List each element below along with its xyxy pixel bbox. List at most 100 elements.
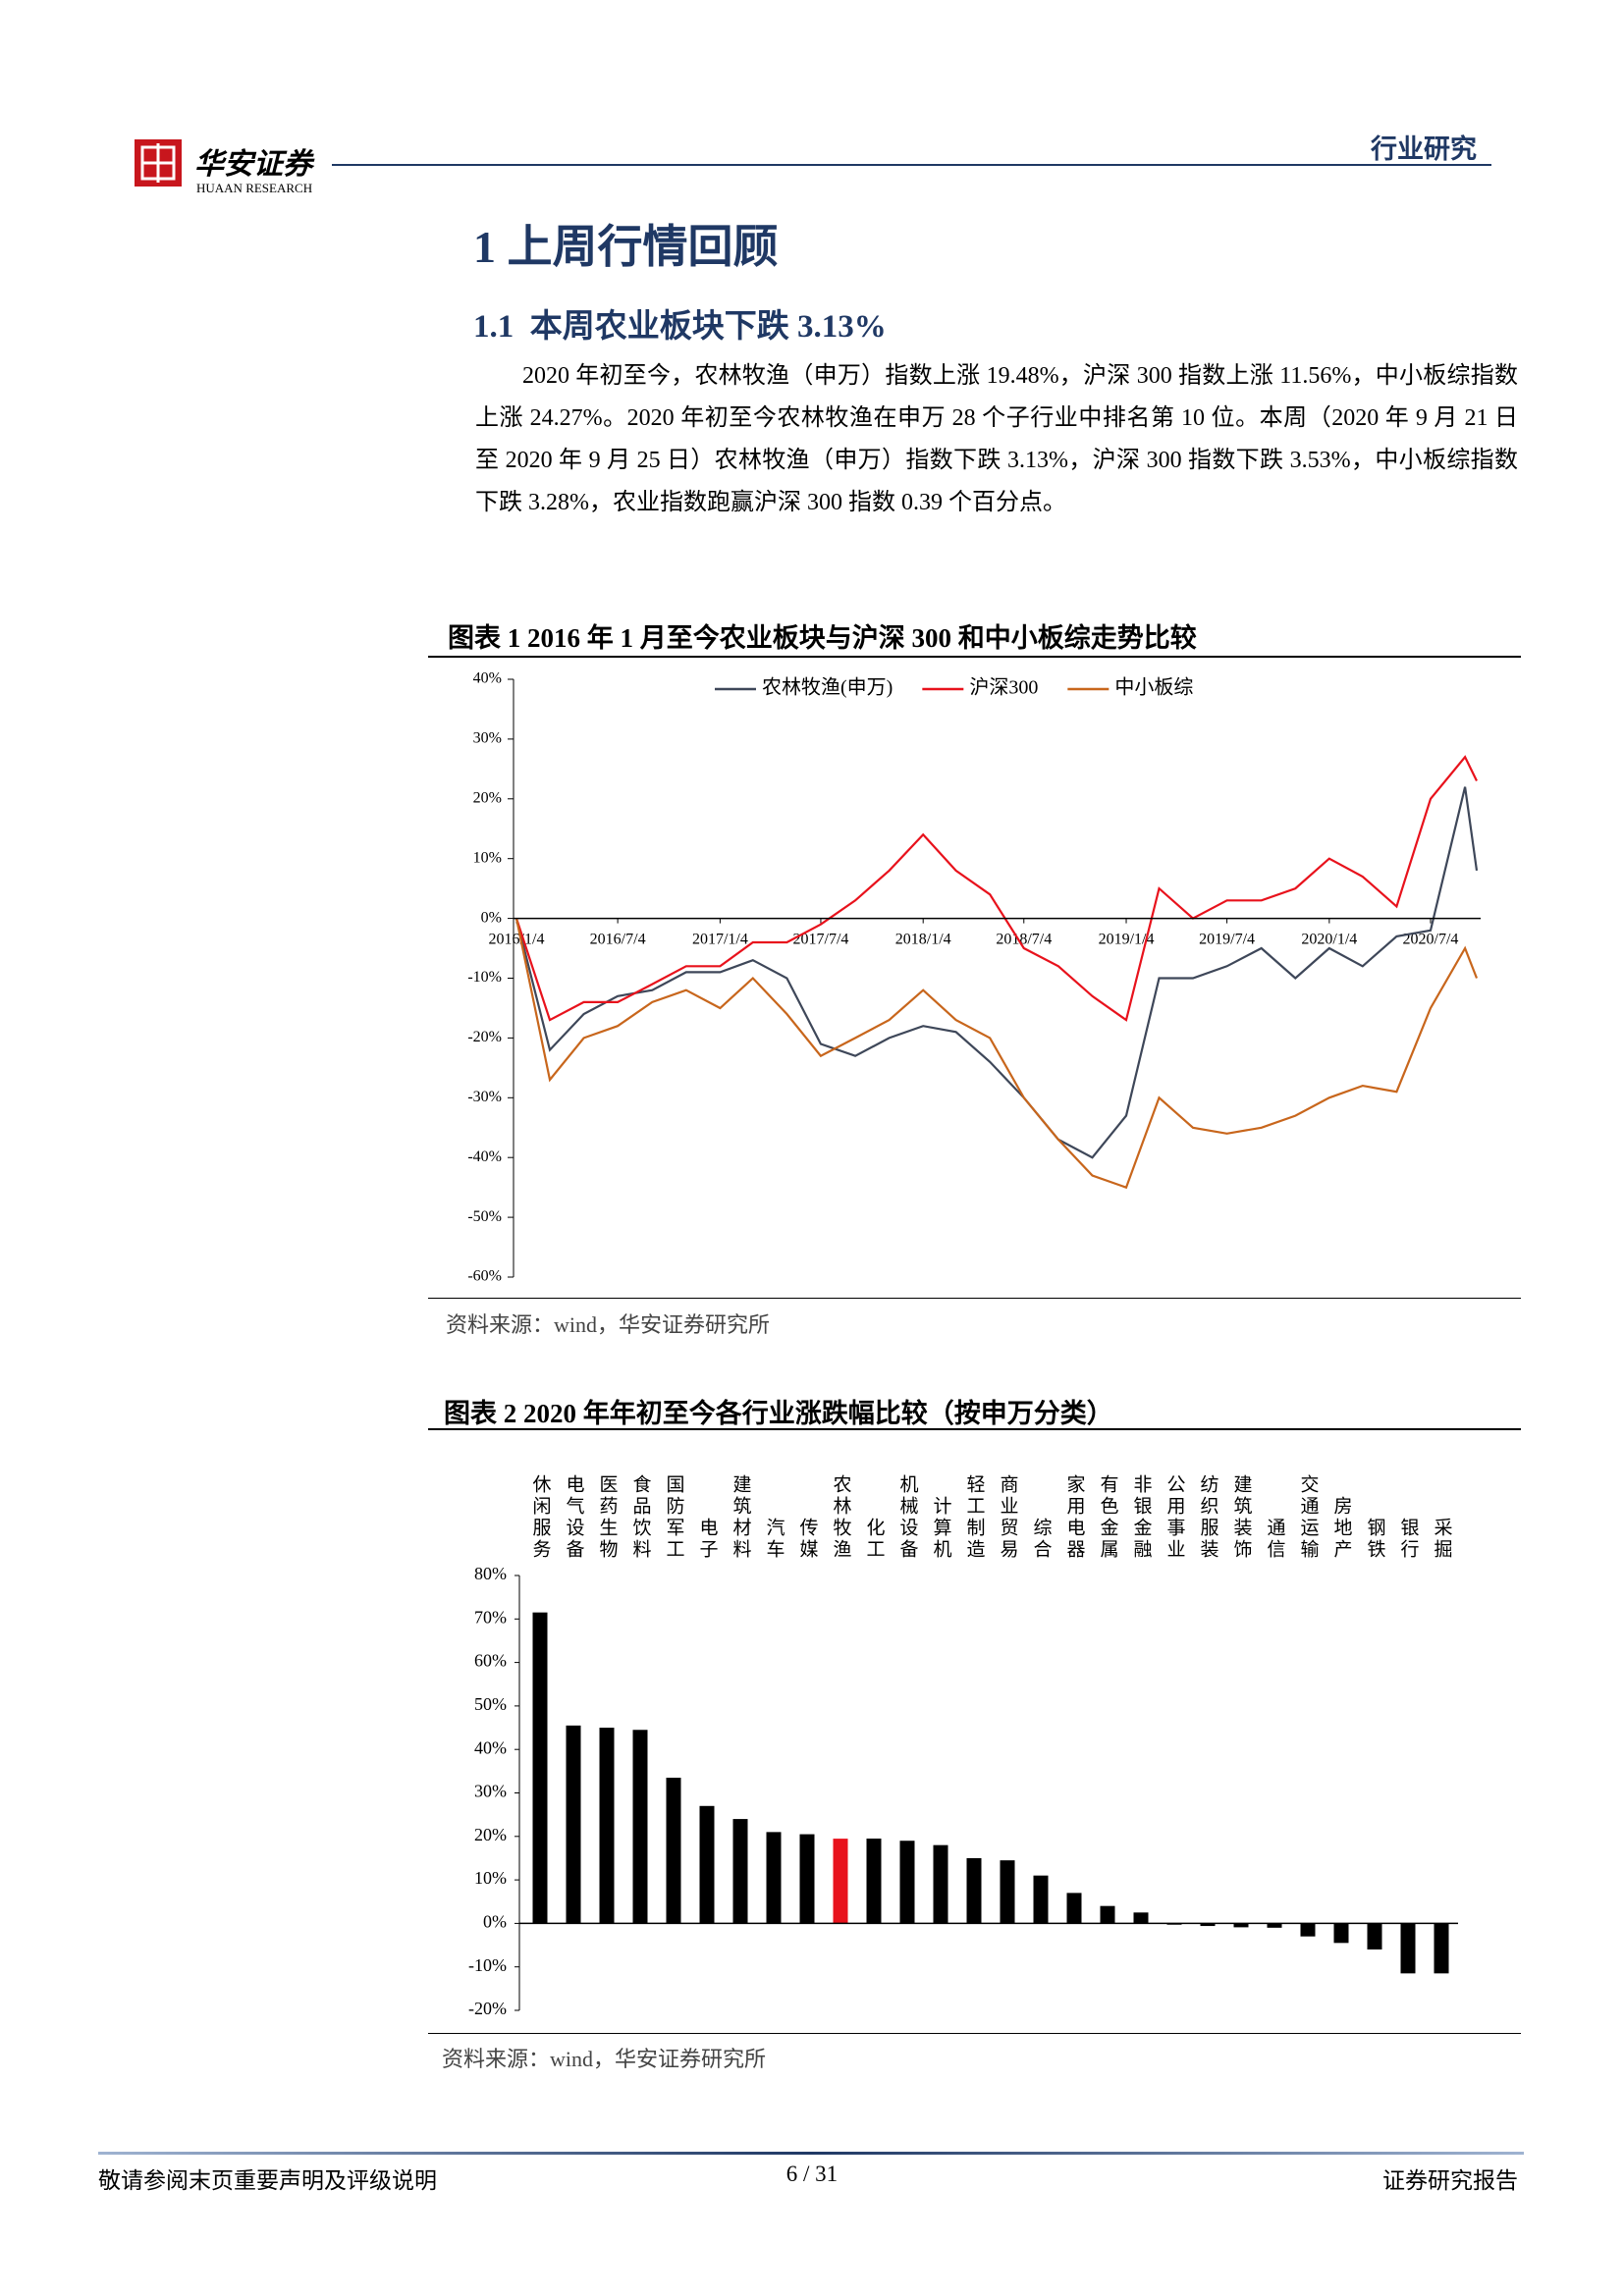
bar-chart: -20% -10% 0% 10% 20% 30% 40% 50% 60% 70% 80% 休闲服务 电气…	[468, 1474, 1458, 2018]
bar	[599, 1728, 615, 1924]
chart-rule	[428, 1298, 1521, 1299]
y-tick-label: 0%	[481, 909, 502, 926]
bar	[1267, 1923, 1282, 1928]
bar	[966, 1857, 982, 1924]
category-label: 建筑材料	[731, 1474, 752, 1561]
x-tick-label: 2020/1/4	[1301, 931, 1357, 947]
category-label: 化工	[864, 1518, 886, 1561]
bar	[666, 1777, 681, 1924]
legend-label: 农林牧渔(申万)	[762, 676, 893, 699]
y-tick-label: 40%	[473, 670, 502, 687]
category-label: 机械设备	[897, 1474, 919, 1561]
x-tick-label: 2017/1/4	[692, 931, 748, 947]
category-label: 建筑装饰	[1231, 1474, 1253, 1561]
category-label: 钢铁	[1365, 1518, 1386, 1561]
source: 资料来源：wind，华安证券研究所	[446, 1312, 771, 1337]
bar	[833, 1839, 848, 1924]
category-label: 有色金属	[1098, 1474, 1119, 1561]
x-tick-label: 2018/1/4	[895, 931, 951, 947]
category-label: 医药生物	[597, 1474, 619, 1561]
bar	[766, 1832, 782, 1924]
heading: 1 上周行情回顾	[473, 222, 779, 272]
category-label: 农林牧渔	[831, 1474, 852, 1561]
category-label: 银行	[1398, 1518, 1420, 1561]
header-rule	[332, 164, 1491, 166]
category-label: 房地产	[1331, 1496, 1353, 1561]
caption-rule	[428, 656, 1521, 658]
legend-label: 中小板综	[1114, 676, 1193, 699]
caption-rule	[428, 1428, 1521, 1430]
y-tick-label: 30%	[473, 730, 502, 747]
bar	[1233, 1923, 1249, 1928]
x-tick-label: 2019/7/4	[1199, 931, 1255, 947]
legend-label: 沪深300	[969, 676, 1038, 699]
y-tick-label: 60%	[474, 1651, 507, 1671]
footer-rule	[98, 2152, 1524, 2155]
line-chart: -60% -50% -40% -30% -20% -10% 0% 10% 20% 30% 40% 20…	[467, 670, 1481, 1285]
x-tick-label: 2018/7/4	[996, 931, 1052, 947]
chart-rule	[428, 2033, 1521, 2034]
source: 资料来源：wind，华安证券研究所	[442, 2047, 767, 2071]
bar	[1100, 1905, 1115, 1924]
category-label: 传媒	[797, 1518, 819, 1561]
bar	[899, 1841, 915, 1924]
series-line	[514, 755, 1478, 1022]
bar	[1434, 1923, 1449, 1974]
y-tick-label: 10%	[474, 1868, 507, 1888]
bar	[1300, 1923, 1316, 1937]
category-label: 通信	[1265, 1518, 1286, 1561]
bar	[1066, 1893, 1082, 1924]
series-line	[514, 786, 1479, 1159]
bar	[632, 1730, 648, 1924]
category-label: 国防军工	[664, 1474, 685, 1561]
x-tick-label: 2016/7/4	[590, 931, 646, 947]
bar	[732, 1819, 748, 1924]
category-label: 计算机	[931, 1496, 952, 1561]
y-tick-label: -10%	[468, 1955, 507, 1975]
x-tick-label: 2020/7/4	[1403, 931, 1459, 947]
y-tick-label: 20%	[474, 1825, 507, 1844]
category-label: 休闲服务	[530, 1474, 552, 1561]
footer-right: 证券研究报告	[1382, 2168, 1518, 2193]
y-tick-label: -60%	[467, 1268, 502, 1285]
bar	[1333, 1923, 1349, 1944]
bar	[532, 1612, 548, 1924]
category: 行业研究	[1371, 134, 1477, 164]
x-tick-label: 2016/1/4	[489, 931, 545, 947]
brand: 华安证券	[194, 148, 312, 181]
x-tick-label: 2017/7/4	[793, 931, 849, 947]
y-tick-label: -20%	[468, 1999, 507, 2018]
category-label: 电气设备	[564, 1474, 585, 1561]
y-tick-label: -10%	[467, 969, 502, 986]
bar	[1367, 1923, 1382, 1949]
bar	[799, 1834, 815, 1924]
logo	[135, 139, 182, 187]
y-tick-label: 20%	[473, 789, 502, 806]
subheading: 1.1 本周农业板块下跌 3.13%	[473, 309, 887, 345]
x-tick-label: 2019/1/4	[1099, 931, 1155, 947]
footer-left: 敬请参阅末页重要声明及评级说明	[98, 2168, 437, 2193]
category-label: 公用事业	[1164, 1474, 1186, 1561]
y-tick-label: 80%	[474, 1564, 507, 1583]
category-label: 汽车	[764, 1518, 785, 1561]
category-label: 电子	[697, 1518, 719, 1561]
bar	[1133, 1912, 1149, 1924]
bar	[699, 1805, 715, 1924]
figure-caption: 图表 2 2020 年年初至今各行业涨跌幅比较（按申万分类）	[444, 1399, 1113, 1428]
y-tick-label: 70%	[474, 1607, 507, 1627]
category-label: 交通运输	[1298, 1474, 1320, 1561]
category-label: 非银金融	[1131, 1474, 1153, 1561]
category-label: 家用电器	[1064, 1474, 1086, 1561]
category-label: 采掘	[1432, 1518, 1453, 1561]
y-tick-label: -50%	[467, 1208, 502, 1225]
category-label: 轻工制造	[964, 1474, 986, 1561]
series-line	[514, 918, 1479, 1190]
y-tick-label: 0%	[483, 1912, 507, 1932]
bar	[1033, 1875, 1049, 1924]
paragraph: 2020 年初至今，农林牧渔（申万）指数上涨 19.48%，沪深 300 指数上…	[475, 363, 1518, 515]
category-label: 食品饮料	[630, 1474, 652, 1561]
y-tick-label: -20%	[467, 1029, 502, 1045]
category-label: 商业贸易	[998, 1474, 1019, 1561]
y-tick-label: 10%	[473, 849, 502, 866]
